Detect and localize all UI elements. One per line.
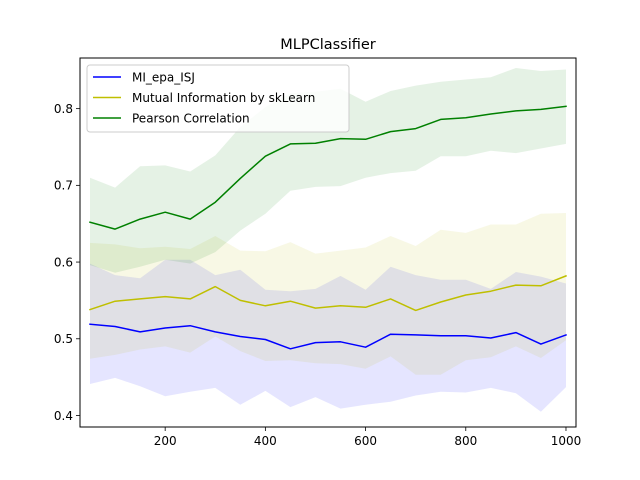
- y-tick-label: 0.5: [54, 332, 73, 346]
- legend: MI_epa_ISJ Mutual Information by skLearn P…: [86, 64, 350, 133]
- band-mi-epa-isj: [90, 259, 566, 412]
- plot-frame: [79, 57, 577, 428]
- y-tick-label: 0.8: [54, 102, 73, 116]
- line-pearson-correlation: [89, 105, 567, 230]
- legend-label: Mutual Information by skLearn: [132, 91, 315, 105]
- x-tick-label: 800: [454, 434, 477, 448]
- y-tick-label: 0.4: [54, 409, 73, 423]
- legend-box: [86, 64, 350, 133]
- legend-label: MI_epa_ISJ: [132, 71, 195, 85]
- x-tick-label: 600: [354, 434, 377, 448]
- chart-title: MLPClassifier: [280, 37, 376, 53]
- x-axis-ticks: 200 400 600 800 1000: [154, 427, 582, 448]
- legend-label: Pearson Correlation: [132, 112, 250, 126]
- series-lines: [89, 105, 567, 350]
- confidence-bands: [90, 68, 566, 412]
- line-mi-epa-isj: [89, 323, 567, 350]
- band-mutual-information-by-sklearn: [90, 213, 566, 375]
- line-mutual-information-by-sklearn: [89, 274, 567, 312]
- y-tick-label: 0.7: [54, 179, 73, 193]
- x-tick-label: 400: [254, 434, 277, 448]
- y-tick-label: 0.6: [54, 255, 73, 269]
- y-axis-ticks: 0.4 0.5 0.6 0.7 0.8: [54, 102, 80, 423]
- x-tick-label: 1000: [551, 434, 582, 448]
- x-tick-label: 200: [154, 434, 177, 448]
